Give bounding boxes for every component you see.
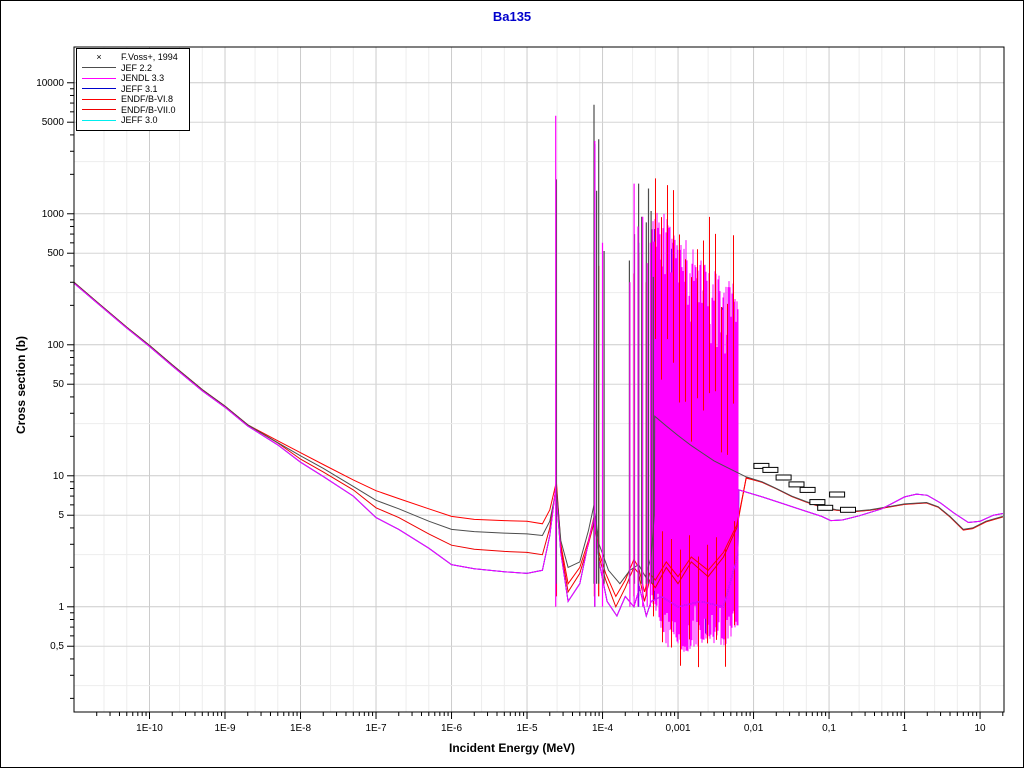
y-tick-label: 5000 xyxy=(42,117,65,128)
noise-band-jendl33 xyxy=(651,212,739,652)
datapoint-box xyxy=(829,491,846,498)
legend-line-swatch xyxy=(82,98,116,100)
y-tick-label: 100 xyxy=(47,340,64,351)
legend-line-swatch xyxy=(82,119,116,121)
experimental-data-points xyxy=(753,462,856,513)
legend-label: ENDF/B-VI.8 xyxy=(121,94,174,105)
legend-label: ENDF/B-VII.0 xyxy=(121,104,176,115)
legend-entry-f-voss-1994: × F.Voss+, 1994 xyxy=(77,52,189,63)
legend-line-swatch xyxy=(82,109,116,111)
datapoint-box xyxy=(799,486,816,493)
legend-entry-jeff-3-1: JEFF 3.1 xyxy=(77,84,189,95)
legend-label: JENDL 3.3 xyxy=(121,73,165,84)
legend-label: JEFF 3.1 xyxy=(121,83,158,94)
grid-lines xyxy=(74,47,1004,712)
y-axis-title: Cross section (b) xyxy=(14,336,28,435)
curve-jef-2-2 xyxy=(74,281,1003,585)
legend-label: JEFF 3.0 xyxy=(121,115,158,126)
legend-entry-jeff-3-0: JEFF 3.0 xyxy=(77,115,189,126)
datapoint-box xyxy=(809,499,826,506)
legend-entry-endf-b-vi-8: ENDF/B-VI.8 xyxy=(77,94,189,105)
x-tick-label: 1E-10 xyxy=(136,723,163,734)
curve-jeff-3-0 xyxy=(74,282,1003,618)
x-tick-label: 1E-8 xyxy=(290,723,312,734)
resonance-noise-band xyxy=(651,178,739,668)
y-tick-label: 1 xyxy=(58,602,64,613)
y-tick-label: 50 xyxy=(53,379,65,390)
datapoint-box xyxy=(753,462,770,469)
legend-entry-endf-b-vii-0: ENDF/B-VII.0 xyxy=(77,105,189,116)
datapoint-box xyxy=(788,481,805,488)
y-tick-label: 0,5 xyxy=(50,641,64,652)
page-title: Ba135 xyxy=(492,9,532,24)
legend-line-swatch xyxy=(82,77,116,79)
x-tick-label: 1E-9 xyxy=(214,723,236,734)
legend-entry-jef-2-2: JEF 2.2 xyxy=(77,63,189,74)
cross-marker-icon: × xyxy=(96,51,102,62)
resonance-spikes xyxy=(555,104,654,607)
legend-label: F.Voss+, 1994 xyxy=(121,52,178,63)
legend-line-swatch xyxy=(82,88,116,90)
legend-line-swatch xyxy=(82,67,116,69)
x-tick-label: 1 xyxy=(902,723,908,734)
axes: 1E-10 1E-9 1E-8 1E-7 1E-6 1E-5 1E-4 0,001 0,01 0,… xyxy=(36,46,1005,734)
curve-jeff-3-1 xyxy=(74,282,1003,618)
spikes-jef-2-2 xyxy=(555,104,654,584)
y-tick-label: 500 xyxy=(47,248,64,259)
x-tick-label: 1E-7 xyxy=(365,723,387,734)
x-tick-label: 10 xyxy=(975,723,987,734)
x-tick-label: 1E-4 xyxy=(592,723,614,734)
y-tick-label: 1000 xyxy=(42,209,65,220)
curve-jendl-3-3 xyxy=(74,282,1003,618)
y-tick-label: 5 xyxy=(58,510,64,521)
x-tick-label: 1E-5 xyxy=(516,723,538,734)
spikes-jendl-3-3 xyxy=(555,115,651,607)
x-tick-label: 0,001 xyxy=(666,723,691,734)
datapoint-box xyxy=(775,474,792,481)
y-tick-label: 10000 xyxy=(36,78,64,89)
y-tick-label: 10 xyxy=(53,471,65,482)
curve-endf-b-vi-8 xyxy=(74,281,1003,598)
legend-entry-jendl-3-3: JENDL 3.3 xyxy=(77,73,189,84)
datapoint-box xyxy=(840,506,856,513)
legend-box: × F.Voss+, 1994 JEF 2.2 JENDL 3.3 JEFF 3.1 EN… xyxy=(76,48,190,131)
x-tick-label: 1E-6 xyxy=(441,723,463,734)
x-tick-label: 0,01 xyxy=(744,723,764,734)
x-axis-title: Incident Energy (MeV) xyxy=(448,741,576,755)
datapoint-box xyxy=(762,466,779,473)
legend-label: JEF 2.2 xyxy=(121,62,153,73)
x-tick-label: 0,1 xyxy=(822,723,836,734)
datapoint-box xyxy=(817,504,834,511)
curve-endf-b-vii-0 xyxy=(74,281,1003,609)
library-curves xyxy=(74,281,1003,618)
